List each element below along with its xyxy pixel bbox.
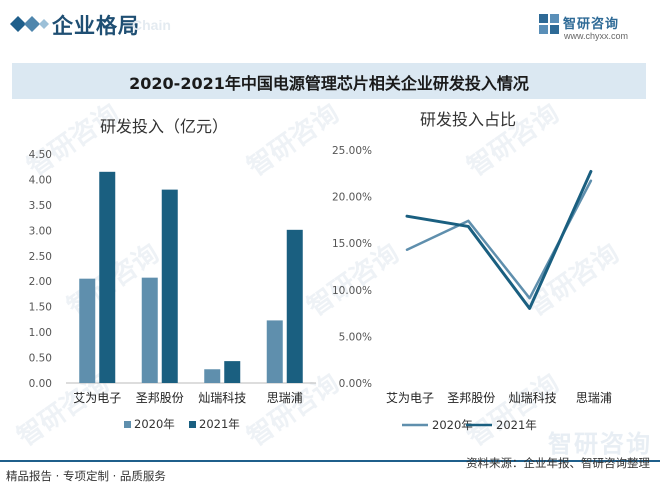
bar-2020年-圣邦股份 bbox=[141, 277, 158, 383]
line-y-tick-label: 5.00% bbox=[339, 331, 372, 343]
chart-canvas: 研发投入（亿元） 0.00 0.50 1.00 1.50 2.00 2.50 3.00 3.50… bbox=[29, 110, 612, 432]
line-x-tick-label: 思瑞浦 bbox=[576, 391, 612, 405]
bar-y-tick-label: 4.00 bbox=[29, 174, 52, 186]
line-x-tick-label: 灿瑞科技 bbox=[509, 391, 557, 405]
title-bar: 2020-2021年中国电源管理芯片相关企业研发投入情况 bbox=[12, 63, 646, 99]
bar-legend-label: 2020年 bbox=[134, 417, 175, 431]
brand-block: 智研咨询 www.chyxx.com bbox=[538, 10, 648, 46]
page-header: 企业格局 Chain 智研咨询 www.chyxx.com bbox=[0, 0, 660, 50]
line-chart-title: 研发投入占比 bbox=[420, 110, 516, 129]
bar-y-tick-label: 2.00 bbox=[29, 276, 52, 288]
bar-x-tick-label: 艾为电子 bbox=[73, 391, 121, 405]
line-y-tick-label: 25.00% bbox=[332, 145, 372, 157]
bar-y-tick-label: 2.50 bbox=[29, 251, 52, 263]
line-y-tick-label: 20.00% bbox=[332, 192, 372, 204]
line-x-tick-label: 艾为电子 bbox=[386, 391, 434, 405]
bar-2020年-艾为电子 bbox=[79, 278, 96, 383]
header-watermark: Chain bbox=[132, 17, 171, 33]
bar-x-tick-label: 思瑞浦 bbox=[267, 391, 303, 405]
line-y-tick-label: 10.00% bbox=[332, 285, 372, 297]
bar-x-tick-label: 圣邦股份 bbox=[136, 391, 184, 405]
footer-brand-watermark: 智研咨询 bbox=[548, 430, 652, 458]
bar-y-tick-label: 1.50 bbox=[29, 302, 52, 314]
bar-y-tick-label: 0.50 bbox=[29, 353, 52, 365]
footer-divider bbox=[0, 460, 660, 462]
brand-logo-icon bbox=[539, 14, 559, 34]
line-y-tick-label: 0.00% bbox=[339, 378, 372, 390]
bar-y-tick-label: 1.00 bbox=[29, 327, 52, 339]
bar-y-tick-label: 4.50 bbox=[29, 149, 52, 161]
chart-main-title: 2020-2021年中国电源管理芯片相关企业研发投入情况 bbox=[129, 74, 529, 93]
line-series-2021年 bbox=[405, 169, 593, 310]
bar-2021年-灿瑞科技 bbox=[224, 361, 241, 383]
bar-2021年-思瑞浦 bbox=[286, 229, 303, 383]
bar-2020年-灿瑞科技 bbox=[204, 369, 221, 383]
bar-y-tick-label: 3.50 bbox=[29, 200, 52, 212]
bar-legend-label: 2021年 bbox=[199, 417, 240, 431]
line-y-tick-label: 15.00% bbox=[332, 238, 372, 250]
footer-slogan: 精品报告 · 专项定制 · 品质服务 bbox=[6, 469, 166, 483]
bar-y-tick-label: 0.00 bbox=[29, 378, 52, 390]
section-title: 企业格局 bbox=[52, 14, 140, 38]
bar-x-tick-label: 灿瑞科技 bbox=[198, 391, 246, 405]
footer-source: 资料来源：企业年报、智研咨询整理 bbox=[466, 456, 650, 470]
bar-2021年-圣邦股份 bbox=[161, 189, 178, 383]
brand-name: 智研咨询 bbox=[563, 17, 620, 32]
diamond-icon bbox=[10, 16, 49, 32]
bar-chart-title: 研发投入（亿元） bbox=[100, 117, 228, 136]
line-legend-label: 2020年 bbox=[432, 418, 473, 432]
line-series-2020年 bbox=[405, 179, 593, 300]
line-legend-label: 2021年 bbox=[496, 418, 537, 432]
line-x-tick-label: 圣邦股份 bbox=[447, 391, 495, 405]
brand-url: www.chyxx.com bbox=[564, 31, 629, 41]
bar-y-tick-label: 3.00 bbox=[29, 225, 52, 237]
bar-legend-swatch bbox=[189, 421, 196, 428]
bar-2020年-思瑞浦 bbox=[266, 320, 283, 383]
bar-legend-swatch bbox=[124, 421, 131, 428]
bar-2021年-艾为电子 bbox=[99, 171, 116, 383]
